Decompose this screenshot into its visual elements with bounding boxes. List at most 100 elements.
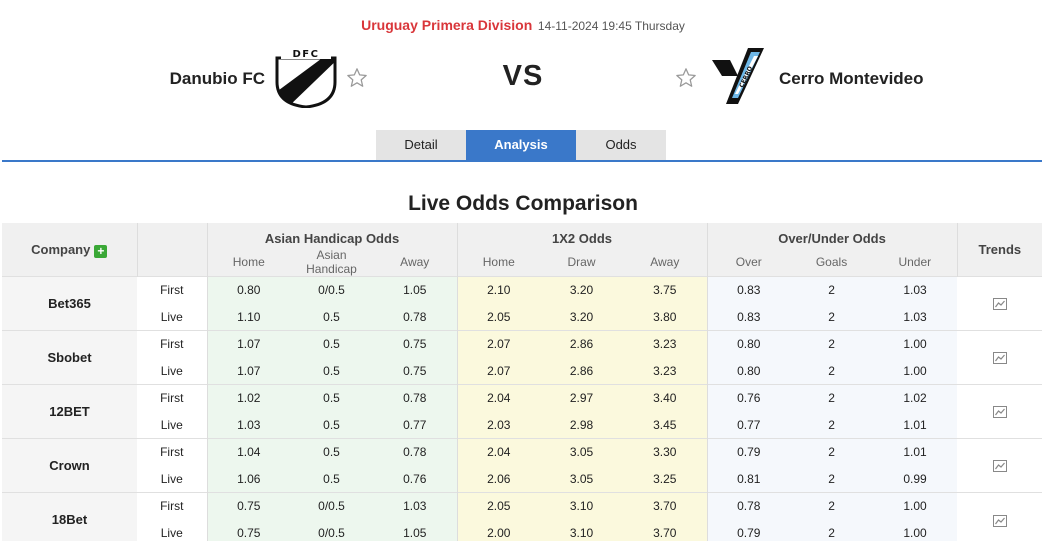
home-team-name[interactable]: Danubio FC [169,69,265,88]
line-chart-icon[interactable] [992,352,1007,365]
x12-away-odds[interactable]: 3.40 [623,384,708,412]
ah-away-odds[interactable]: 0.75 [373,330,457,358]
ah-home-odds[interactable]: 1.10 [206,303,290,331]
x12-away-odds[interactable]: 3.80 [623,303,708,331]
line-chart-icon[interactable] [992,514,1007,527]
away-team-name[interactable]: Cerro Montevideo [779,69,924,88]
ah-home-odds[interactable]: 0.80 [206,276,290,304]
ou-goals[interactable]: 2 [790,465,874,493]
company-name[interactable]: Bet365 [2,276,137,331]
ou-goals[interactable]: 2 [790,519,874,541]
add-company-plus-icon[interactable]: + [94,244,108,258]
ou-under-odds[interactable]: 1.00 [873,519,958,541]
ah-away-odds[interactable]: 0.76 [373,465,457,493]
ou-under-odds[interactable]: 1.00 [873,357,958,385]
x12-away-odds[interactable]: 3.30 [623,438,708,466]
ou-under-odds[interactable]: 1.03 [873,303,958,331]
ou-over-odds[interactable]: 0.83 [706,276,791,304]
favorite-away-star-icon[interactable] [675,67,697,89]
ou-goals[interactable]: 2 [790,384,874,412]
ah-away-odds[interactable]: 0.78 [373,438,457,466]
x12-home-odds[interactable]: 2.04 [456,384,540,412]
company-name[interactable]: 12BET [2,384,137,439]
ou-over-odds[interactable]: 0.76 [706,384,791,412]
ah-home-odds[interactable]: 0.75 [206,492,290,520]
ah-line[interactable]: 0.5 [290,411,373,439]
ah-home-odds[interactable]: 1.03 [206,411,290,439]
ou-over-odds[interactable]: 0.81 [706,465,791,493]
ou-goals[interactable]: 2 [790,492,874,520]
x12-home-odds[interactable]: 2.00 [456,519,540,541]
ah-away-odds[interactable]: 0.77 [373,411,457,439]
ou-over-odds[interactable]: 0.79 [706,438,791,466]
tab-detail[interactable]: Detail [376,130,466,160]
ah-line[interactable]: 0.5 [290,330,373,358]
ah-home-odds[interactable]: 1.07 [206,330,290,358]
ou-under-odds[interactable]: 1.03 [873,276,958,304]
ou-goals[interactable]: 2 [790,411,874,439]
x12-away-odds[interactable]: 3.23 [623,357,708,385]
x12-away-odds[interactable]: 3.23 [623,330,708,358]
ou-over-odds[interactable]: 0.83 [706,303,791,331]
ah-line[interactable]: 0.5 [290,357,373,385]
ou-over-odds[interactable]: 0.79 [706,519,791,541]
ou-goals[interactable]: 2 [790,276,874,304]
line-chart-icon[interactable] [992,406,1007,419]
ou-over-odds[interactable]: 0.78 [706,492,791,520]
ou-goals[interactable]: 2 [790,303,874,331]
x12-draw-odds[interactable]: 2.97 [540,384,623,412]
x12-draw-odds[interactable]: 3.10 [540,519,623,541]
tab-odds[interactable]: Odds [576,130,666,160]
x12-draw-odds[interactable]: 2.86 [540,330,623,358]
x12-away-odds[interactable]: 3.45 [623,411,708,439]
x12-home-odds[interactable]: 2.10 [456,276,540,304]
ou-under-odds[interactable]: 0.99 [873,465,958,493]
ah-line[interactable]: 0.5 [290,438,373,466]
ah-home-odds[interactable]: 1.06 [206,465,290,493]
x12-home-odds[interactable]: 2.05 [456,492,540,520]
ah-away-odds[interactable]: 0.78 [373,384,457,412]
ah-line[interactable]: 0.5 [290,465,373,493]
x12-home-odds[interactable]: 2.05 [456,303,540,331]
x12-home-odds[interactable]: 2.06 [456,465,540,493]
ah-line[interactable]: 0/0.5 [290,276,373,304]
ou-under-odds[interactable]: 1.01 [873,438,958,466]
x12-draw-odds[interactable]: 3.20 [540,303,623,331]
ah-line[interactable]: 0/0.5 [290,492,373,520]
company-name[interactable]: Crown [2,438,137,493]
ou-under-odds[interactable]: 1.00 [873,330,958,358]
ah-away-odds[interactable]: 0.75 [373,357,457,385]
x12-draw-odds[interactable]: 3.20 [540,276,623,304]
ou-under-odds[interactable]: 1.01 [873,411,958,439]
ou-goals[interactable]: 2 [790,330,874,358]
x12-away-odds[interactable]: 3.75 [623,276,708,304]
ou-goals[interactable]: 2 [790,438,874,466]
tab-analysis[interactable]: Analysis [466,130,576,160]
line-chart-icon[interactable] [992,460,1007,473]
ou-under-odds[interactable]: 1.02 [873,384,958,412]
ah-home-odds[interactable]: 1.02 [206,384,290,412]
line-chart-icon[interactable] [992,298,1007,311]
company-name[interactable]: 18Bet [2,492,137,541]
x12-away-odds[interactable]: 3.25 [623,465,708,493]
ah-line[interactable]: 0.5 [290,303,373,331]
ah-away-odds[interactable]: 1.03 [373,492,457,520]
ou-over-odds[interactable]: 0.77 [706,411,791,439]
ah-away-odds[interactable]: 1.05 [373,519,457,541]
favorite-home-star-icon[interactable] [346,67,368,89]
league-name[interactable]: Uruguay Primera Division [361,17,533,33]
x12-home-odds[interactable]: 2.07 [456,357,540,385]
ou-under-odds[interactable]: 1.00 [873,492,958,520]
x12-draw-odds[interactable]: 2.86 [540,357,623,385]
x12-draw-odds[interactable]: 3.10 [540,492,623,520]
x12-away-odds[interactable]: 3.70 [623,519,708,541]
x12-home-odds[interactable]: 2.07 [456,330,540,358]
x12-home-odds[interactable]: 2.04 [456,438,540,466]
x12-draw-odds[interactable]: 3.05 [540,465,623,493]
x12-draw-odds[interactable]: 2.98 [540,411,623,439]
company-name[interactable]: Sbobet [2,330,137,385]
x12-home-odds[interactable]: 2.03 [456,411,540,439]
ah-line[interactable]: 0.5 [290,384,373,412]
ou-goals[interactable]: 2 [790,357,874,385]
ah-away-odds[interactable]: 0.78 [373,303,457,331]
